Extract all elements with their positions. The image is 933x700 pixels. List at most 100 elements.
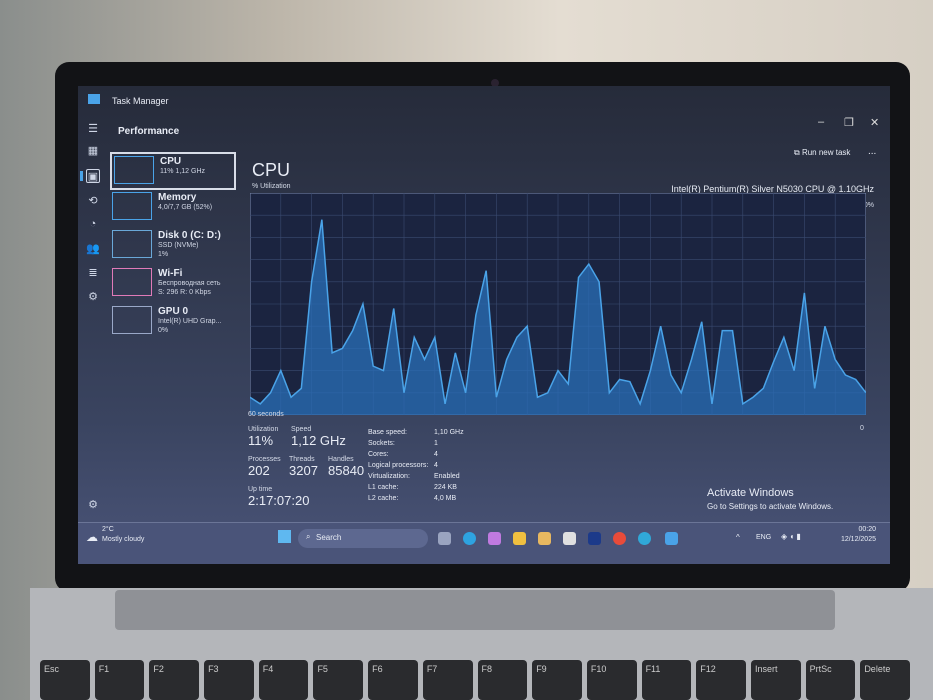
key: F7 bbox=[422, 660, 473, 700]
sidebar-item-name: Memory bbox=[158, 192, 197, 203]
weather-icon[interactable]: ☁ bbox=[86, 530, 98, 544]
key: F9 bbox=[532, 660, 582, 700]
sidebar-item-cpu[interactable]: CPU 11% 1,12 GHz bbox=[110, 152, 236, 190]
label: Handles bbox=[328, 456, 354, 463]
page-title: Performance bbox=[118, 126, 180, 137]
key: F1 bbox=[94, 660, 145, 700]
chrome-icon[interactable] bbox=[613, 532, 626, 545]
more-options-button[interactable]: ... bbox=[868, 146, 877, 157]
sidebar-item-gpu[interactable]: GPU 0 Intel(R) UHD Grap... 0% bbox=[110, 304, 236, 342]
spec-value: 4,0 MB bbox=[434, 495, 457, 502]
sidebar-item-sub2: 1% bbox=[158, 251, 169, 258]
value: 1,12 GHz bbox=[291, 433, 346, 448]
value: 2:17:07:20 bbox=[248, 493, 310, 508]
users-icon[interactable]: 👥 bbox=[86, 243, 100, 255]
search-box[interactable]: Search bbox=[298, 529, 428, 548]
cpu-specs: Base speed: 1,10 GHz Sockets: 1 Cores: 4 Logic… bbox=[368, 427, 464, 504]
handles-stat: Handles 85840 bbox=[328, 456, 364, 478]
sidebar-item-name: Wi-Fi bbox=[158, 268, 183, 279]
key: F10 bbox=[586, 660, 637, 700]
clock-date[interactable]: 12/12/2025 bbox=[840, 536, 876, 543]
mini-graph bbox=[112, 268, 152, 296]
key: F12 bbox=[696, 660, 746, 700]
run-new-task-label: Run new task bbox=[801, 148, 851, 157]
minimize-button[interactable]: – bbox=[818, 116, 825, 128]
cpu-model: Intel(R) Pentium(R) Silver N5030 CPU @ 1… bbox=[671, 184, 874, 194]
value: 3207 bbox=[289, 463, 318, 478]
spec-label: Sockets: bbox=[368, 440, 395, 447]
services-icon[interactable]: ⚙ bbox=[88, 291, 98, 303]
settings-icon[interactable]: ⚙ bbox=[88, 499, 98, 511]
copilot-icon[interactable] bbox=[488, 532, 501, 545]
axis-min-label: 0 bbox=[860, 425, 864, 432]
spec-row: Virtualization: Enabled bbox=[368, 471, 464, 482]
key: F8 bbox=[477, 660, 528, 700]
startup-icon[interactable]: ◔ bbox=[89, 218, 97, 230]
key: F5 bbox=[313, 660, 364, 700]
search-icon: ⌕ bbox=[306, 532, 311, 541]
sidebar-item-sub2: 0% bbox=[158, 327, 169, 334]
threads-stat: Threads 3207 bbox=[289, 456, 318, 478]
run-new-task-button[interactable]: ⧉ Run new task bbox=[794, 148, 851, 157]
spec-label: Base speed: bbox=[368, 429, 407, 436]
label: Threads bbox=[289, 456, 315, 463]
task-view-icon[interactable] bbox=[438, 532, 451, 545]
speed-stat: Speed 1,12 GHz bbox=[291, 426, 346, 448]
time-axis-label: 60 seconds bbox=[248, 411, 284, 418]
game-icon[interactable] bbox=[563, 532, 576, 545]
key: F2 bbox=[149, 660, 200, 700]
key: F3 bbox=[204, 660, 254, 700]
search-placeholder: Search bbox=[316, 533, 342, 542]
tray-chevron-icon[interactable]: ^ bbox=[736, 533, 740, 542]
sidebar-item-name: Disk 0 (C: D:) bbox=[158, 230, 221, 241]
key: F11 bbox=[641, 660, 692, 700]
sidebar-item-disk[interactable]: Disk 0 (C: D:) SSD (NVMe) 1% bbox=[110, 228, 236, 266]
mini-graph bbox=[112, 192, 152, 220]
sidebar-item-sub: Intel(R) UHD Grap... bbox=[158, 318, 222, 325]
sidebar-item-name: GPU 0 bbox=[158, 306, 189, 317]
performance-icon[interactable]: ▣ bbox=[86, 169, 100, 183]
hamburger-icon[interactable]: ☰ bbox=[88, 123, 98, 135]
key: F6 bbox=[368, 660, 418, 700]
store-icon[interactable] bbox=[538, 532, 551, 545]
task-manager-taskbar-icon[interactable] bbox=[665, 532, 678, 545]
hinge bbox=[115, 590, 835, 630]
app-history-icon[interactable]: ⟲ bbox=[88, 195, 98, 207]
mini-graph bbox=[112, 306, 152, 334]
label: Speed bbox=[291, 426, 312, 433]
photoshop-icon[interactable] bbox=[588, 532, 601, 545]
wifi-volume-battery-icon[interactable]: ◈ ◖ ▮ bbox=[781, 532, 801, 541]
sidebar-item-wifi[interactable]: Wi-Fi Беспроводная сеть S: 296 R: 0 Kbps bbox=[110, 266, 236, 304]
telegram-icon[interactable] bbox=[463, 532, 476, 545]
cpu-area bbox=[250, 219, 866, 415]
utilization-axis-label: % Utilization bbox=[252, 183, 291, 190]
weather-desc[interactable]: Mostly cloudy bbox=[102, 536, 145, 543]
label: Up time bbox=[248, 486, 273, 493]
utilization-stat: Utilization 11% bbox=[248, 426, 278, 448]
label: Processes bbox=[248, 456, 281, 463]
start-button[interactable] bbox=[278, 530, 291, 543]
language-indicator[interactable]: ENG bbox=[756, 534, 772, 541]
details-icon[interactable]: ≣ bbox=[88, 267, 98, 279]
spec-value: 224 KB bbox=[434, 484, 457, 491]
spec-value: 1 bbox=[434, 440, 438, 447]
close-button[interactable]: ✕ bbox=[870, 117, 880, 129]
sidebar-item-sub: SSD (NVMe) bbox=[158, 242, 199, 249]
key: Insert bbox=[750, 660, 801, 700]
weather-temp[interactable]: 2°C bbox=[102, 526, 114, 533]
spec-label: L2 cache: bbox=[368, 495, 399, 502]
edge-icon[interactable] bbox=[638, 532, 651, 545]
sidebar-item-memory[interactable]: Memory 4,0/7,7 GB (52%) bbox=[110, 190, 236, 228]
spec-row: Sockets: 1 bbox=[368, 438, 464, 449]
window-title: Task Manager bbox=[112, 96, 169, 106]
spec-row: L1 cache: 224 KB bbox=[368, 482, 464, 493]
spec-label: L1 cache: bbox=[368, 484, 399, 491]
sidebar-item-sub: 4,0/7,7 GB (52%) bbox=[158, 204, 213, 211]
processes-icon[interactable]: ▦ bbox=[87, 145, 99, 157]
file-explorer-icon[interactable] bbox=[513, 532, 526, 545]
maximize-button[interactable]: ❐ bbox=[844, 117, 854, 129]
activate-windows-title: Activate Windows bbox=[707, 487, 794, 499]
clock-time[interactable]: 00:20 bbox=[858, 526, 876, 533]
cpu-utilization-chart bbox=[250, 193, 866, 415]
key-esc: Esc bbox=[40, 660, 90, 700]
